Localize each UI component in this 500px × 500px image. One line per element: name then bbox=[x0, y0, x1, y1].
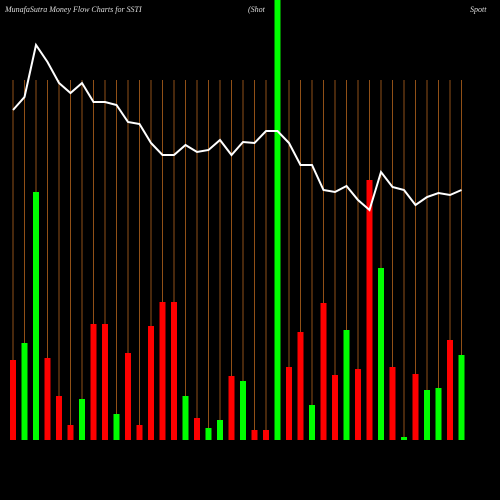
bar bbox=[44, 358, 51, 440]
bar bbox=[240, 381, 246, 440]
bar bbox=[401, 437, 407, 440]
bar bbox=[286, 367, 292, 440]
bar bbox=[458, 355, 465, 440]
bar bbox=[320, 303, 327, 440]
bar bbox=[79, 399, 85, 440]
money-flow-line bbox=[12, 42, 462, 212]
bar bbox=[217, 420, 223, 440]
bar bbox=[159, 302, 166, 440]
bar bbox=[378, 268, 384, 440]
bar bbox=[90, 324, 97, 440]
bar bbox=[113, 414, 120, 440]
bar bbox=[67, 425, 74, 440]
bar bbox=[263, 430, 269, 440]
bar bbox=[435, 388, 442, 440]
bar bbox=[251, 430, 258, 440]
bar bbox=[424, 390, 430, 440]
bar bbox=[136, 425, 143, 440]
bar bbox=[182, 396, 189, 440]
chart-subtitle: Spott bbox=[470, 5, 487, 14]
bar bbox=[355, 369, 361, 440]
bar bbox=[309, 405, 315, 440]
bar bbox=[148, 326, 154, 440]
bar bbox=[297, 332, 304, 440]
bar bbox=[412, 374, 419, 440]
bar bbox=[21, 343, 28, 440]
chart-title: MunafaSutra Money Flow Charts for SSTI bbox=[4, 5, 142, 14]
bar bbox=[194, 418, 200, 440]
bar bbox=[332, 375, 338, 440]
bar bbox=[10, 360, 16, 440]
highlight bbox=[274, 0, 281, 440]
bar bbox=[171, 302, 177, 440]
chart-subtitle: (Shot bbox=[248, 5, 266, 14]
bar bbox=[228, 376, 235, 440]
bar bbox=[205, 428, 212, 440]
bar bbox=[447, 340, 453, 440]
bar bbox=[125, 353, 131, 440]
bar bbox=[389, 367, 396, 440]
bar bbox=[343, 330, 350, 440]
bar bbox=[56, 396, 62, 440]
bar bbox=[33, 192, 39, 440]
bar bbox=[102, 324, 108, 440]
bar bbox=[366, 180, 373, 440]
